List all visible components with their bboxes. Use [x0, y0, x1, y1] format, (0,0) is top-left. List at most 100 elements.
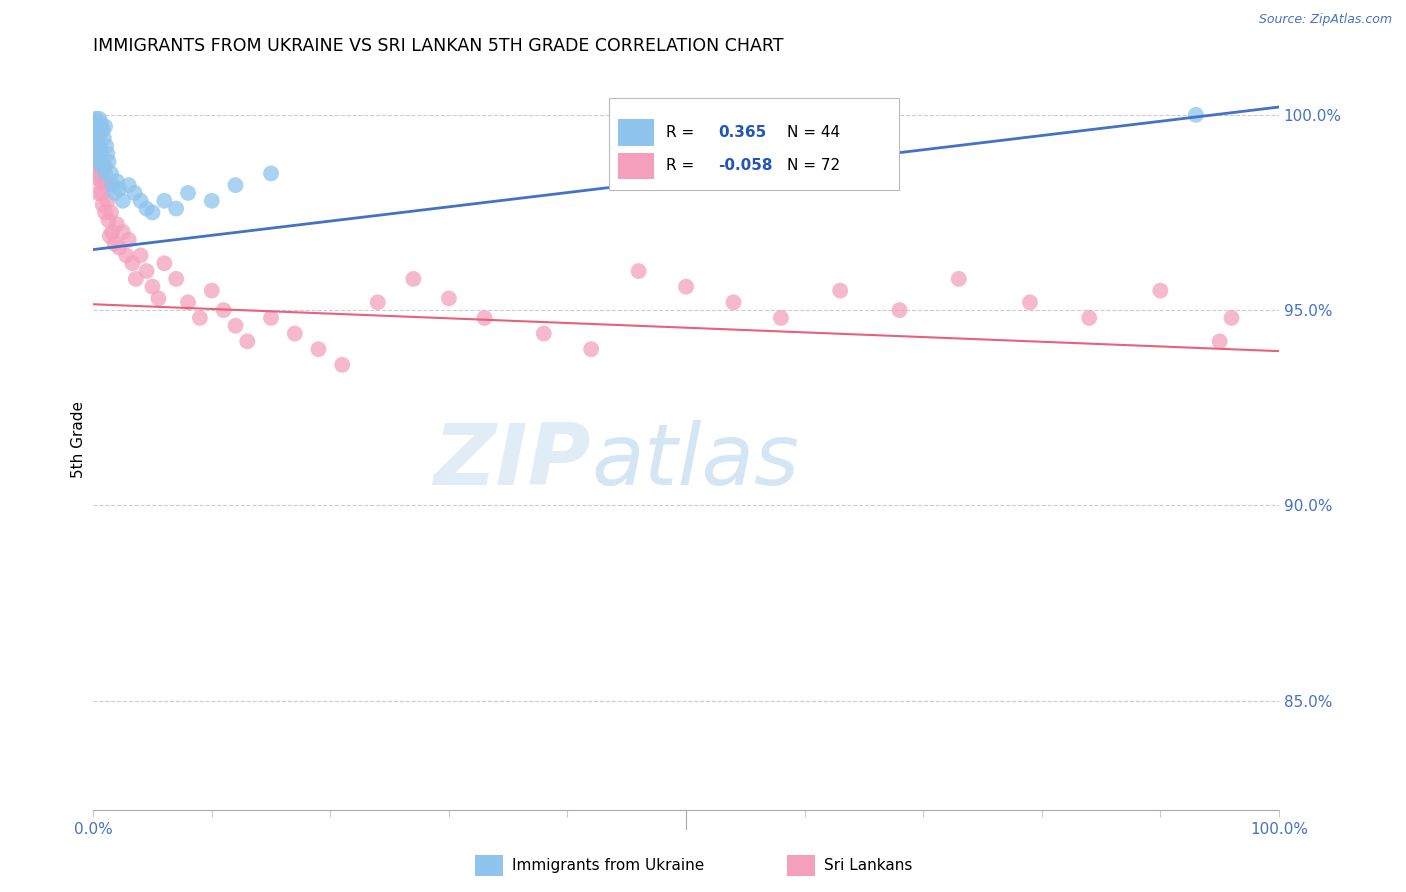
Point [91, 162, 114, 177]
Point [103, 236, 125, 251]
Point [87, 112, 110, 126]
Text: ZIP: ZIP [433, 420, 591, 503]
Point [177, 295, 200, 310]
Point [177, 186, 200, 200]
Point [101, 178, 124, 193]
Point [86, 147, 108, 161]
Point [579, 342, 602, 356]
Point [108, 241, 131, 255]
Point [135, 264, 157, 278]
Point [83, 123, 105, 137]
Point [1208, 334, 1230, 349]
Point [84, 120, 107, 134]
Point [89, 143, 111, 157]
Point [627, 264, 650, 278]
Point [100, 205, 122, 219]
Point [89, 174, 111, 188]
Point [93, 174, 115, 188]
Point [84, 128, 107, 142]
Point [84, 112, 107, 126]
Point [115, 248, 138, 262]
Point [108, 182, 131, 196]
Point [148, 292, 170, 306]
Point [83, 166, 105, 180]
Point [118, 178, 141, 193]
Point [201, 194, 224, 208]
Point [83, 115, 105, 129]
Point [105, 174, 128, 188]
Point [94, 159, 117, 173]
Point [94, 166, 117, 180]
Point [84, 120, 107, 134]
Point [533, 326, 555, 341]
Point [87, 162, 110, 177]
Point [86, 131, 108, 145]
Text: 0.365: 0.365 [718, 125, 766, 140]
Point [165, 272, 187, 286]
Text: Source: ZipAtlas.com: Source: ZipAtlas.com [1258, 13, 1392, 27]
Point [86, 154, 108, 169]
Point [84, 135, 107, 149]
Point [830, 284, 852, 298]
Point [90, 120, 112, 134]
Point [100, 166, 122, 180]
Point [948, 272, 970, 286]
Point [129, 194, 152, 208]
Point [129, 248, 152, 262]
Point [97, 154, 120, 169]
Point [141, 279, 163, 293]
Point [124, 186, 146, 200]
Point [101, 225, 124, 239]
Point [1149, 284, 1171, 298]
Point [188, 310, 211, 325]
Point [96, 178, 118, 193]
Point [96, 139, 118, 153]
Point [91, 197, 114, 211]
Point [330, 358, 353, 372]
Point [236, 334, 259, 349]
Point [402, 272, 425, 286]
Point [90, 186, 112, 200]
Point [98, 228, 121, 243]
Point [87, 139, 110, 153]
Point [83, 143, 105, 157]
Point [90, 154, 112, 169]
Point [118, 233, 141, 247]
Point [308, 342, 330, 356]
Point [723, 295, 745, 310]
Bar [609, 97, 900, 190]
Point [91, 123, 114, 137]
Bar [619, 153, 654, 179]
Point [135, 202, 157, 216]
Point [675, 279, 697, 293]
Point [212, 303, 235, 318]
Point [83, 120, 105, 134]
Text: R =: R = [666, 125, 699, 140]
Point [96, 194, 118, 208]
Point [1019, 295, 1042, 310]
Point [83, 115, 105, 129]
Point [97, 213, 120, 227]
Point [87, 154, 110, 169]
Text: Immigrants from Ukraine: Immigrants from Ukraine [512, 858, 704, 872]
Point [111, 194, 134, 208]
Point [87, 123, 110, 137]
Text: N = 72: N = 72 [787, 159, 839, 173]
Text: IMMIGRANTS FROM UKRAINE VS SRI LANKAN 5TH GRADE CORRELATION CHART: IMMIGRANTS FROM UKRAINE VS SRI LANKAN 5T… [93, 37, 783, 55]
Point [1185, 108, 1208, 122]
Bar [619, 120, 654, 146]
Point [121, 256, 143, 270]
Point [84, 154, 107, 169]
Point [89, 115, 111, 129]
Point [86, 123, 108, 137]
Point [86, 115, 108, 129]
Point [89, 147, 111, 161]
Point [86, 170, 108, 185]
Text: atlas: atlas [591, 420, 799, 503]
Point [889, 303, 911, 318]
Point [260, 166, 283, 180]
Point [367, 295, 389, 310]
Point [87, 120, 110, 134]
Point [1220, 310, 1243, 325]
Point [111, 225, 134, 239]
